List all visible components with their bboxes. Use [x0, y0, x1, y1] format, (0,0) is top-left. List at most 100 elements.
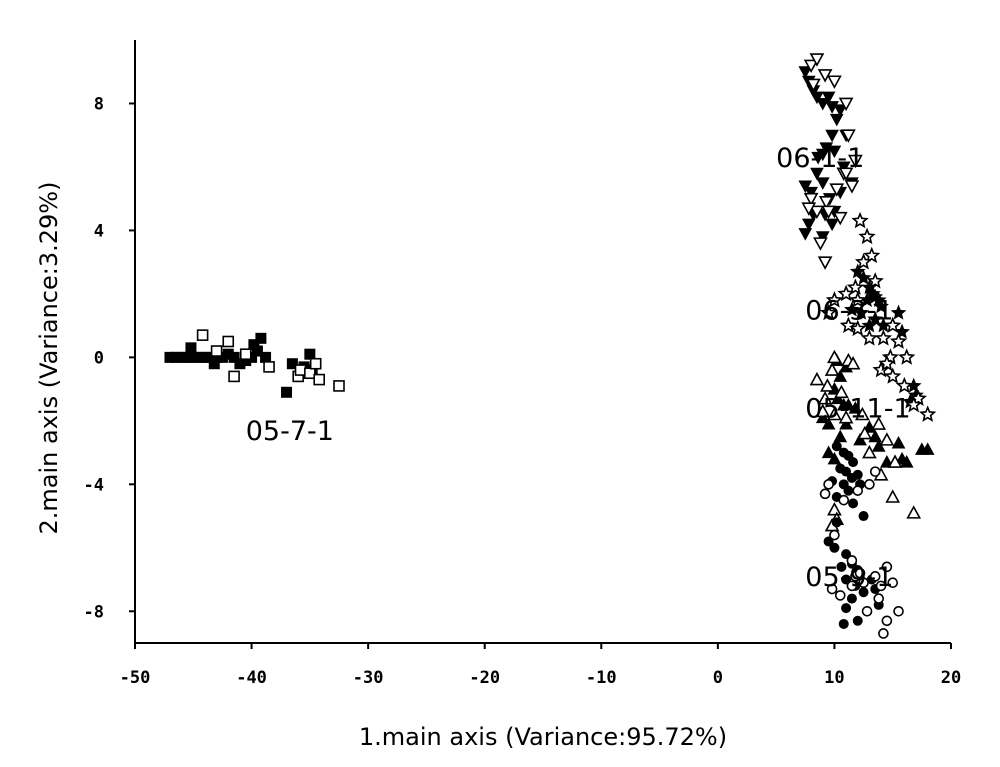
data-point-open-circle — [846, 580, 858, 592]
data-point-filled-triangle-up — [868, 429, 883, 443]
x-tick-label: 0 — [713, 668, 723, 688]
data-point-filled-triangle-down — [833, 104, 848, 117]
data-point-open-star — [825, 291, 844, 308]
data-point-open-star — [889, 332, 908, 349]
data-point-open-triangle-up — [827, 502, 842, 516]
data-point-open-triangle-down — [827, 75, 842, 89]
data-point-open-star — [874, 329, 893, 346]
data-point-filled-circle — [843, 485, 854, 496]
data-point-filled-triangle-up — [815, 410, 830, 424]
data-point-open-circle — [823, 479, 834, 490]
data-point-filled-triangle-up — [841, 397, 856, 411]
data-point-open-square — [228, 370, 240, 383]
data-point-open-triangle-up — [885, 489, 901, 503]
x-tick-label: -10 — [586, 668, 617, 688]
data-point-open-triangle-up — [820, 378, 835, 392]
data-point-open-circle — [875, 580, 887, 592]
data-point-open-circle — [858, 577, 869, 589]
data-point-filled-circle — [836, 561, 847, 572]
data-point-filled-triangle-down — [798, 228, 813, 241]
data-point-filled-star — [849, 263, 866, 279]
data-point-filled-star — [867, 310, 884, 327]
data-point-filled-triangle-down — [798, 66, 813, 79]
x-tick-label: -20 — [469, 668, 500, 688]
data-point-open-star — [898, 348, 916, 365]
y-axis-title: 2.main axis (Variance:3.29%) — [35, 182, 63, 535]
data-point-filled-triangle-up — [821, 445, 836, 459]
data-point-filled-triangle-down — [801, 218, 816, 232]
data-point-filled-square — [251, 345, 263, 357]
data-point-filled-circle — [829, 542, 840, 553]
y-ticks: 8 4 0 -4 -8 — [84, 94, 135, 622]
data-point-filled-triangle-down — [827, 145, 842, 159]
data-point-open-triangle-up — [834, 384, 849, 399]
data-point-filled-triangle-down — [815, 177, 830, 190]
data-point-open-triangle-down — [848, 154, 863, 169]
data-point-filled-star — [890, 304, 907, 320]
data-point-open-circle — [873, 593, 885, 604]
data-point-open-triangle-up — [871, 416, 887, 430]
data-point-filled-circle — [841, 549, 852, 560]
data-point-open-circle — [834, 590, 846, 601]
data-point-open-circle — [854, 567, 866, 579]
data-point-open-triangle-down — [818, 196, 834, 210]
data-points — [164, 53, 937, 639]
data-point-open-star — [863, 246, 881, 264]
data-point-open-triangle-up — [838, 409, 854, 424]
data-point-open-triangle-up — [862, 444, 877, 459]
data-point-filled-star — [844, 301, 860, 317]
data-point-open-triangle-up — [809, 371, 825, 386]
data-point-open-triangle-down — [832, 211, 848, 226]
data-point-filled-triangle-down — [798, 180, 813, 194]
data-point-open-circle — [846, 555, 858, 566]
data-point-open-triangle-down — [801, 202, 817, 216]
data-point-open-star — [849, 319, 867, 337]
x-axis-title: 1.main axis (Variance:95.72%) — [359, 723, 727, 751]
data-point-open-triangle-up — [827, 349, 842, 364]
data-point-open-circle — [881, 561, 893, 573]
data-point-open-circle — [852, 485, 864, 496]
x-tick-label: -30 — [353, 668, 384, 688]
data-point-open-triangle-down — [817, 69, 833, 83]
x-tick-label: 10 — [824, 668, 844, 688]
data-point-filled-triangle-down — [829, 113, 844, 127]
data-point-filled-circle — [841, 603, 852, 614]
data-point-filled-square — [281, 386, 293, 398]
data-point-filled-circle — [838, 618, 849, 629]
y-tick-label: -8 — [84, 602, 104, 622]
data-point-filled-square — [260, 351, 272, 363]
x-tick-label: 20 — [941, 668, 961, 688]
data-point-open-square — [313, 373, 325, 386]
data-point-filled-triangle-down — [811, 151, 825, 165]
data-point-open-circle — [829, 529, 840, 541]
data-point-open-circle — [887, 577, 899, 589]
data-point-filled-triangle-up — [920, 442, 935, 455]
data-point-filled-star — [853, 304, 870, 320]
data-point-open-square — [304, 367, 316, 380]
data-point-open-star — [837, 284, 855, 302]
data-point-open-triangle-down — [809, 205, 825, 220]
y-tick-label: 8 — [94, 94, 104, 114]
data-point-filled-circle — [852, 469, 863, 480]
data-point-open-triangle-down — [829, 183, 845, 197]
data-point-filled-triangle-down — [825, 129, 839, 143]
data-point-filled-triangle-up — [839, 416, 853, 430]
data-point-open-star — [858, 227, 876, 245]
data-point-filled-triangle-up — [853, 432, 867, 446]
group-label: 06-1-1 — [776, 143, 864, 174]
data-point-open-star — [819, 303, 838, 321]
data-point-filled-circle — [831, 517, 842, 528]
data-point-open-square — [222, 335, 235, 348]
data-point-filled-triangle-down — [825, 218, 839, 232]
data-point-filled-triangle-down — [804, 186, 818, 200]
data-point-filled-square — [304, 348, 316, 360]
data-point-filled-triangle-up — [848, 401, 863, 414]
data-point-filled-square — [208, 358, 220, 370]
data-point-open-triangle-up — [906, 505, 922, 519]
data-point-open-circle — [881, 615, 893, 627]
data-point-open-star — [884, 316, 902, 333]
data-point-open-triangle-down — [844, 180, 860, 194]
data-point-open-triangle-down — [838, 97, 854, 112]
data-point-filled-circle — [848, 498, 859, 509]
